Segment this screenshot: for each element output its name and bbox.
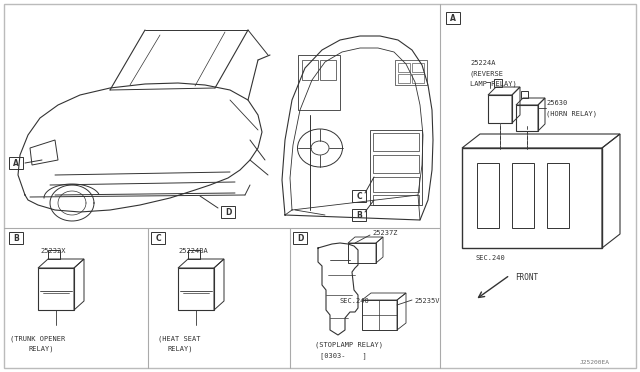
Bar bbox=[446, 12, 460, 24]
Bar bbox=[151, 232, 165, 244]
Text: A: A bbox=[13, 158, 19, 167]
Text: A: A bbox=[450, 13, 456, 22]
Text: J25200EA: J25200EA bbox=[580, 360, 610, 365]
Bar bbox=[9, 157, 23, 169]
Bar bbox=[462, 148, 602, 248]
Text: C: C bbox=[155, 234, 161, 243]
Bar bbox=[412, 74, 424, 83]
Bar bbox=[488, 95, 512, 123]
Bar bbox=[398, 74, 410, 83]
Bar bbox=[348, 243, 376, 263]
Bar bbox=[221, 206, 235, 218]
Text: B: B bbox=[356, 211, 362, 219]
Text: LAMP RELAY): LAMP RELAY) bbox=[470, 80, 516, 87]
Text: SEC.240: SEC.240 bbox=[340, 298, 370, 304]
Text: RELAY): RELAY) bbox=[28, 345, 54, 352]
Text: RELAY): RELAY) bbox=[168, 345, 193, 352]
Bar bbox=[362, 300, 397, 330]
Bar bbox=[516, 105, 538, 131]
Bar bbox=[512, 163, 534, 228]
Bar bbox=[398, 63, 410, 72]
Bar bbox=[373, 133, 419, 151]
Bar bbox=[302, 60, 318, 80]
Text: D: D bbox=[225, 208, 231, 217]
Text: 25235V: 25235V bbox=[414, 298, 440, 304]
Bar bbox=[9, 232, 23, 244]
Text: (HORN RELAY): (HORN RELAY) bbox=[546, 110, 597, 116]
Bar bbox=[370, 130, 422, 205]
Bar bbox=[352, 190, 366, 202]
Bar bbox=[373, 155, 419, 173]
Bar bbox=[352, 209, 366, 221]
Bar bbox=[293, 232, 307, 244]
Text: (TRUNK OPENER: (TRUNK OPENER bbox=[10, 335, 65, 341]
Text: (HEAT SEAT: (HEAT SEAT bbox=[158, 335, 200, 341]
Bar bbox=[477, 163, 499, 228]
Text: 25630: 25630 bbox=[546, 100, 567, 106]
Bar bbox=[298, 55, 340, 110]
Text: [0303-    ]: [0303- ] bbox=[320, 352, 367, 359]
Text: SEC.240: SEC.240 bbox=[476, 255, 506, 261]
Bar bbox=[178, 268, 214, 310]
Bar bbox=[38, 268, 74, 310]
Text: 25232X: 25232X bbox=[40, 248, 65, 254]
Text: (REVERSE: (REVERSE bbox=[470, 70, 504, 77]
Bar bbox=[547, 163, 569, 228]
Bar bbox=[320, 60, 336, 80]
Bar bbox=[373, 177, 419, 192]
Text: B: B bbox=[13, 234, 19, 243]
Text: FRONT: FRONT bbox=[515, 273, 538, 282]
Text: C: C bbox=[356, 192, 362, 201]
Bar bbox=[373, 195, 419, 205]
Text: 25224BA: 25224BA bbox=[178, 248, 208, 254]
Text: (STOPLAMP RELAY): (STOPLAMP RELAY) bbox=[315, 342, 383, 349]
Bar bbox=[412, 63, 424, 72]
Text: 25224A: 25224A bbox=[470, 60, 495, 66]
Text: D: D bbox=[297, 234, 303, 243]
Bar bbox=[395, 60, 427, 85]
Text: 25237Z: 25237Z bbox=[372, 230, 397, 236]
